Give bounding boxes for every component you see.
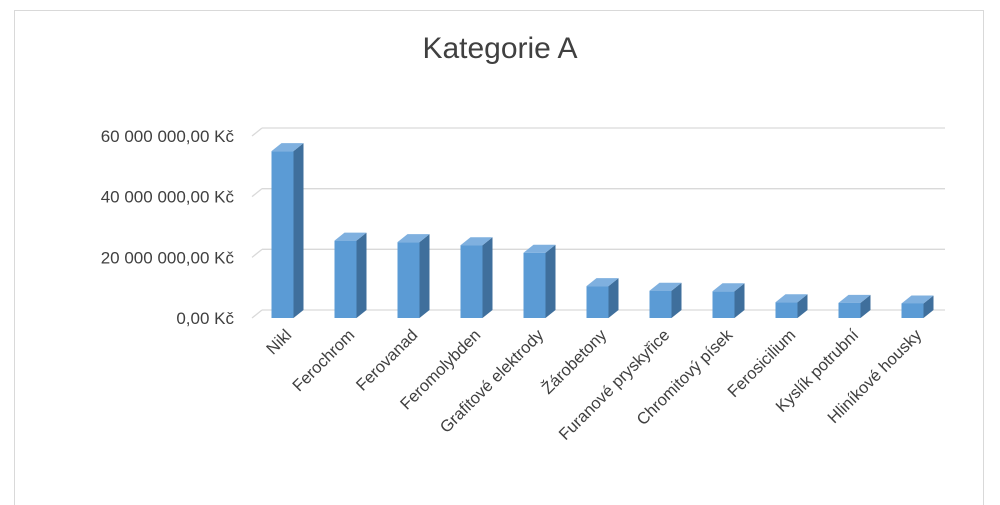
bar-front [838,302,861,318]
chart-frame [14,10,984,505]
bar-top [334,232,367,241]
bar-side [293,143,304,318]
bar-side [797,294,808,318]
y-axis-ticks: 0,00 Kč 20 000 000,00 Kč 40 000 000,00 Kč 6… [101,127,235,328]
bar-top [649,282,682,291]
bar [397,234,430,318]
x-tick-label: Furanové pryskyřice [556,326,674,444]
bar-side [356,232,367,318]
bar-top [523,244,556,253]
bar-front [649,290,672,318]
x-tick-label: Nikl [263,326,295,358]
bar-top [901,295,934,304]
bar [460,237,493,318]
bar-top [397,234,430,243]
bar [649,282,682,318]
chart-title: Kategorie A [422,32,578,65]
bar-front [775,302,798,318]
bar-top [586,278,619,287]
bar-top [460,237,493,246]
gridline-depth [251,127,263,137]
bar-front [460,245,483,318]
y-tick-label: 20 000 000,00 Kč [101,248,235,267]
bar-top [712,283,745,292]
bar [838,294,871,318]
x-tick-label: Ferovanad [353,326,422,395]
bar-front [523,252,546,318]
grid-layer [251,127,945,319]
bars-layer [271,143,934,318]
bar [775,294,808,318]
bar-front [334,240,357,318]
x-tick-label: Ferochrom [289,326,358,395]
x-tick-label: Grafitové elektrody [437,326,548,437]
bar [586,278,619,318]
bar-side [734,283,745,318]
bar-side [482,237,493,318]
bar-front [271,151,294,318]
bar-side [608,278,619,318]
y-tick-label: 0,00 Kč [176,309,234,328]
bar-side [923,295,934,318]
bar-front [901,303,924,318]
bar-top [271,143,304,152]
bar-side [860,294,871,318]
bar [523,244,556,318]
bar-side [671,282,682,318]
bar-front [712,291,735,318]
bar-top [838,294,871,303]
gridline-depth [251,309,263,319]
gridline-depth [251,248,263,258]
bar-front [586,286,609,318]
bar [712,283,745,318]
bar-top [775,294,808,303]
bar [334,232,367,318]
y-tick-label: 60 000 000,00 Kč [101,127,235,146]
x-axis-ticks: NiklFerochromFerovanadFeromolybdenGrafit… [263,325,926,444]
bar-front [397,242,420,318]
bar [271,143,304,318]
gridline-depth [251,188,263,198]
bar-side [545,244,556,318]
bar-side [419,234,430,318]
bar [901,295,934,318]
y-tick-label: 40 000 000,00 Kč [101,188,235,207]
